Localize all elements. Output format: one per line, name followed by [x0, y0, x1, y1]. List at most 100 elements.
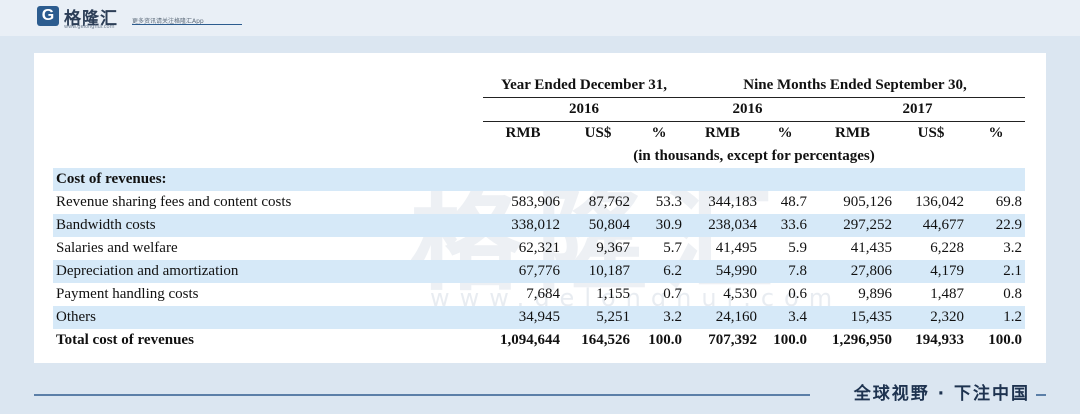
table-cell: 27,806 — [810, 260, 895, 283]
table-cell: 297,252 — [810, 214, 895, 237]
footer-divider-tail — [1036, 394, 1046, 396]
table-cell: 3.2 — [633, 306, 685, 329]
unit-note: (in thousands, except for percentages) — [633, 148, 875, 164]
table-cell: 53.3 — [655, 194, 682, 210]
table-cell: 41,495 — [715, 240, 757, 256]
table-cell: 0.6 — [788, 286, 807, 302]
col-header: US$ — [917, 125, 945, 141]
row-label: Depreciation and amortization — [53, 260, 483, 283]
row-label: Others — [53, 306, 483, 329]
col-header: US$ — [584, 125, 612, 141]
total-label: Total cost of revenues — [56, 332, 194, 348]
col-header: RMB — [505, 125, 541, 141]
brand-name: 格隆汇 — [64, 9, 118, 29]
table-cell: 583,906 — [511, 194, 560, 210]
col-header: RMB — [835, 125, 870, 141]
table-cell: 41,435 — [850, 240, 892, 256]
footer-divider — [34, 394, 810, 396]
table-cell: 136,042 — [915, 194, 964, 210]
header-bar: G 格隆汇 www.gelonghui.com 更多资讯请关注格隆汇App — [0, 0, 1080, 36]
year-header-fy2016: 2016 — [483, 97, 685, 122]
year-header-nm2017: 2017 — [810, 97, 1025, 122]
table-cell: 344,183 — [708, 194, 757, 210]
table-cell: 905,126 — [843, 194, 892, 210]
table-cell: 1,155 — [596, 286, 630, 302]
table-cell: 2.1 — [967, 260, 1025, 283]
table-cell: 9,367 — [596, 240, 630, 256]
row-label: Payment handling costs — [56, 286, 199, 302]
total-cell: 164,526 — [581, 332, 630, 348]
table-row: Others 34,945 5,251 3.2 24,160 3.4 15,43… — [53, 306, 1025, 329]
group-header-year-ended: Year Ended December 31, — [483, 74, 685, 98]
table-cell: 2,320 — [895, 306, 967, 329]
table-cell: 6,228 — [930, 240, 964, 256]
table-cell: 33.6 — [760, 214, 810, 237]
logo-icon: G — [37, 6, 59, 26]
table-cell: 24,160 — [685, 306, 760, 329]
table-cell: 48.7 — [780, 194, 807, 210]
brand-url: www.gelonghui.com — [64, 24, 115, 30]
table-cell: 5,251 — [563, 306, 633, 329]
table-cell: 7.8 — [760, 260, 810, 283]
table-cell: 6.2 — [633, 260, 685, 283]
unit-note-row: (in thousands, except for percentages) — [53, 145, 1025, 168]
table-row: Revenue sharing fees and content costs 5… — [53, 191, 1025, 214]
table-cell: 5.7 — [663, 240, 682, 256]
table-row: Depreciation and amortization 67,776 10,… — [53, 260, 1025, 283]
col-header: % — [777, 125, 793, 141]
header-divider — [132, 24, 242, 25]
table-cell: 5.9 — [788, 240, 807, 256]
table-cell: 30.9 — [633, 214, 685, 237]
total-cell: 194,933 — [915, 332, 964, 348]
table-row: Payment handling costs 7,684 1,155 0.7 4… — [53, 283, 1025, 306]
table-cell: 3.2 — [1003, 240, 1022, 256]
table-cell: 67,776 — [483, 260, 563, 283]
table-cell: 87,762 — [588, 194, 630, 210]
col-header: RMB — [705, 125, 740, 141]
currency-header-row: RMB US$ % RMB % RMB US$ % — [53, 122, 1025, 146]
year-header-row: 2016 2016 2017 — [53, 97, 1025, 122]
col-header: % — [651, 125, 667, 141]
table-row: Salaries and welfare 62,321 9,367 5.7 41… — [53, 237, 1025, 260]
table-cell: 69.8 — [995, 194, 1022, 210]
section-title: Cost of revenues: — [53, 168, 483, 191]
table-cell: 50,804 — [563, 214, 633, 237]
table-cell: 4,530 — [723, 286, 757, 302]
table-cell: 54,990 — [685, 260, 760, 283]
total-cell: 707,392 — [708, 332, 757, 348]
group-header-nine-months: Nine Months Ended September 30, — [685, 74, 1025, 98]
total-cell: 1,296,950 — [832, 332, 892, 348]
table-cell: 15,435 — [810, 306, 895, 329]
table-cell: 338,012 — [483, 214, 563, 237]
table-cell: 62,321 — [518, 240, 560, 256]
total-cell: 100.0 — [648, 332, 682, 348]
table-cell: 10,187 — [563, 260, 633, 283]
footer-slogan: 全球视野 · 下注中国 — [853, 384, 1030, 404]
table-row: Bandwidth costs 338,012 50,804 30.9 238,… — [53, 214, 1025, 237]
table-cell: 0.8 — [1003, 286, 1022, 302]
brand-slogan: 更多资讯请关注格隆汇App — [132, 18, 204, 25]
table-cell: 44,677 — [895, 214, 967, 237]
total-cell: 100.0 — [988, 332, 1022, 348]
row-label: Bandwidth costs — [53, 214, 483, 237]
table-cell: 22.9 — [967, 214, 1025, 237]
col-header: % — [988, 125, 1004, 141]
section-header-row: Cost of revenues: — [53, 168, 1025, 191]
year-header-nm2016: 2016 — [685, 97, 810, 122]
table-cell: 3.4 — [760, 306, 810, 329]
table-cell: 238,034 — [685, 214, 760, 237]
table-cell: 9,896 — [858, 286, 892, 302]
cost-of-revenues-table: Year Ended December 31, Nine Months Ende… — [53, 74, 1025, 352]
row-label: Revenue sharing fees and content costs — [56, 194, 292, 210]
total-cell: 100.0 — [773, 332, 807, 348]
watermark: 格隆汇 — [410, 176, 788, 306]
row-label: Salaries and welfare — [56, 240, 178, 256]
table-cell: 1.2 — [967, 306, 1025, 329]
table-cell: 0.7 — [663, 286, 682, 302]
table-cell: 34,945 — [483, 306, 563, 329]
table-cell: 1,487 — [930, 286, 964, 302]
table-cell: 7,684 — [526, 286, 560, 302]
group-header-row: Year Ended December 31, Nine Months Ende… — [53, 74, 1025, 98]
total-cell: 1,094,644 — [500, 332, 560, 348]
total-row: Total cost of revenues 1,094,644 164,526… — [53, 329, 1025, 352]
